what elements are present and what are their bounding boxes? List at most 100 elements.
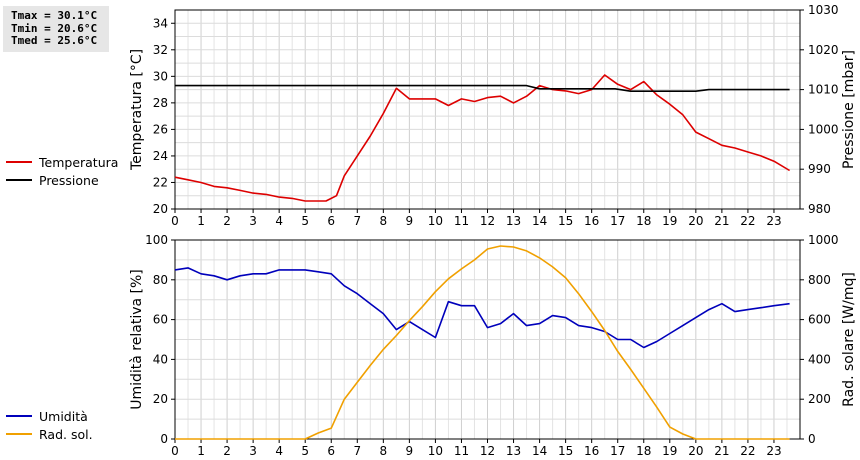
legend-label-umidita: Umidità bbox=[39, 408, 88, 424]
top-x-tick-label: 3 bbox=[249, 214, 257, 228]
stat-tmin: Tmin = 20.6°C bbox=[11, 21, 98, 35]
legend-swatch-umidita bbox=[6, 415, 32, 417]
bottom-x-tick-label: 15 bbox=[558, 444, 573, 458]
top-y2-tick-label: 1030 bbox=[808, 3, 839, 17]
legend-item-umidita: Umidità bbox=[6, 407, 93, 425]
bottom-y2-tick-label: 0 bbox=[808, 432, 816, 446]
stat-tmed: Tmed = 25.6°C bbox=[11, 34, 98, 47]
top-x-tick-label: 13 bbox=[506, 214, 521, 228]
top-y-tick-label: 30 bbox=[153, 69, 168, 83]
bottom-y2-tick-label: 400 bbox=[808, 352, 831, 366]
bottom-x-tick-label: 21 bbox=[714, 444, 729, 458]
legend-swatch-rad-sol bbox=[6, 433, 32, 435]
top-x-tick-label: 11 bbox=[454, 214, 469, 228]
stat-tmax: Tmax = 30.1°C bbox=[11, 9, 98, 22]
top-y-axis-label: Temperatura [°C] bbox=[129, 49, 145, 171]
bottom-y2-tick-label: 200 bbox=[808, 392, 831, 406]
top-x-tick-label: 4 bbox=[275, 214, 283, 228]
top-x-tick-label: 5 bbox=[301, 214, 309, 228]
bottom-x-tick-label: 7 bbox=[353, 444, 361, 458]
bottom-y-tick-label: 0 bbox=[160, 432, 168, 446]
top-x-tick-label: 21 bbox=[714, 214, 729, 228]
stats-box: Tmax = 30.1°C Tmin = 20.6°C Tmed = 25.6°… bbox=[3, 6, 109, 52]
legend-label-temperatura: Temperatura bbox=[39, 154, 119, 170]
top-x-tick-label: 23 bbox=[766, 214, 781, 228]
series-line-umidit bbox=[174, 267, 790, 349]
top-y-tick-label: 34 bbox=[153, 16, 168, 30]
bottom-x-tick-label: 18 bbox=[636, 444, 651, 458]
bottom-x-tick-label: 17 bbox=[610, 444, 625, 458]
bottom-y-tick-label: 20 bbox=[153, 392, 168, 406]
top-x-tick-label: 18 bbox=[636, 214, 651, 228]
bottom-x-tick-label: 9 bbox=[406, 444, 414, 458]
series-line-temperatura bbox=[174, 74, 791, 202]
legend-swatch-temperatura bbox=[6, 161, 32, 163]
bottom-x-tick-label: 13 bbox=[506, 444, 521, 458]
bottom-y-tick-label: 40 bbox=[153, 352, 168, 366]
bottom-x-tick-label: 14 bbox=[532, 444, 547, 458]
bottom-x-tick-label: 10 bbox=[428, 444, 443, 458]
top-x-tick-label: 8 bbox=[380, 214, 388, 228]
bottom-x-tick-label: 19 bbox=[662, 444, 677, 458]
bottom-x-tick-label: 8 bbox=[380, 444, 388, 458]
top-x-tick-label: 14 bbox=[532, 214, 547, 228]
top-x-tick-label: 7 bbox=[353, 214, 361, 228]
top-x-tick-label: 22 bbox=[740, 214, 755, 228]
top-x-tick-label: 0 bbox=[171, 214, 179, 228]
top-x-tick-label: 19 bbox=[662, 214, 677, 228]
legend-item-rad-sol: Rad. sol. bbox=[6, 425, 93, 443]
series-line-pressione bbox=[175, 84, 790, 92]
bottom-x-tick-label: 23 bbox=[766, 444, 781, 458]
legend-bottom: Umidità Rad. sol. bbox=[6, 407, 93, 443]
bottom-x-tick-label: 5 bbox=[301, 444, 309, 458]
top-y-tick-label: 32 bbox=[153, 43, 168, 57]
bottom-x-tick-label: 22 bbox=[740, 444, 755, 458]
top-y2-tick-label: 1000 bbox=[808, 122, 839, 136]
bottom-y-axis-label: Umidità relativa [%] bbox=[129, 269, 145, 410]
top-y-tick-label: 28 bbox=[153, 96, 168, 110]
top-x-tick-label: 16 bbox=[584, 214, 599, 228]
bottom-y2-axis-label: Rad. solare [W/mq] bbox=[841, 272, 857, 407]
bottom-x-tick-label: 11 bbox=[454, 444, 469, 458]
top-y-tick-label: 24 bbox=[153, 149, 168, 163]
bottom-x-tick-label: 0 bbox=[171, 444, 179, 458]
bottom-y-tick-label: 80 bbox=[153, 273, 168, 287]
bottom-x-tick-label: 4 bbox=[275, 444, 283, 458]
bottom-x-tick-label: 2 bbox=[223, 444, 231, 458]
series-line-rad-sol bbox=[175, 245, 790, 440]
bottom-y2-tick-label: 800 bbox=[808, 273, 831, 287]
top-y2-tick-label: 1020 bbox=[808, 43, 839, 57]
bottom-x-tick-label: 6 bbox=[327, 444, 335, 458]
top-y2-tick-label: 980 bbox=[808, 202, 831, 216]
top-x-tick-label: 17 bbox=[610, 214, 625, 228]
top-x-tick-label: 20 bbox=[688, 214, 703, 228]
top-y2-tick-label: 990 bbox=[808, 162, 831, 176]
top-x-tick-label: 2 bbox=[223, 214, 231, 228]
top-x-tick-label: 12 bbox=[480, 214, 495, 228]
top-x-tick-label: 9 bbox=[406, 214, 414, 228]
top-x-tick-label: 15 bbox=[558, 214, 573, 228]
top-y-tick-label: 22 bbox=[153, 175, 168, 189]
bottom-x-tick-label: 16 bbox=[584, 444, 599, 458]
bottom-x-tick-label: 3 bbox=[249, 444, 257, 458]
top-x-tick-label: 10 bbox=[428, 214, 443, 228]
legend-label-rad-sol: Rad. sol. bbox=[39, 426, 93, 442]
legend-item-pressione: Pressione bbox=[6, 171, 118, 189]
bottom-y2-tick-label: 600 bbox=[808, 313, 831, 327]
bottom-y-tick-label: 60 bbox=[153, 313, 168, 327]
bottom-y2-tick-label: 1000 bbox=[808, 233, 839, 247]
top-x-tick-label: 1 bbox=[197, 214, 205, 228]
legend-top: Temperatura Pressione bbox=[6, 153, 118, 189]
bottom-x-tick-label: 12 bbox=[480, 444, 495, 458]
top-x-tick-label: 6 bbox=[327, 214, 335, 228]
bottom-x-tick-label: 1 bbox=[197, 444, 205, 458]
legend-label-pressione: Pressione bbox=[39, 172, 99, 188]
top-y-tick-label: 26 bbox=[153, 122, 168, 136]
bottom-y-tick-label: 100 bbox=[145, 233, 168, 247]
legend-swatch-pressione bbox=[6, 179, 32, 181]
top-y2-axis-label: Pressione [mbar] bbox=[841, 50, 857, 169]
legend-item-temperatura: Temperatura bbox=[6, 153, 118, 171]
top-y-tick-label: 20 bbox=[153, 202, 168, 216]
top-y2-tick-label: 1010 bbox=[808, 83, 839, 97]
